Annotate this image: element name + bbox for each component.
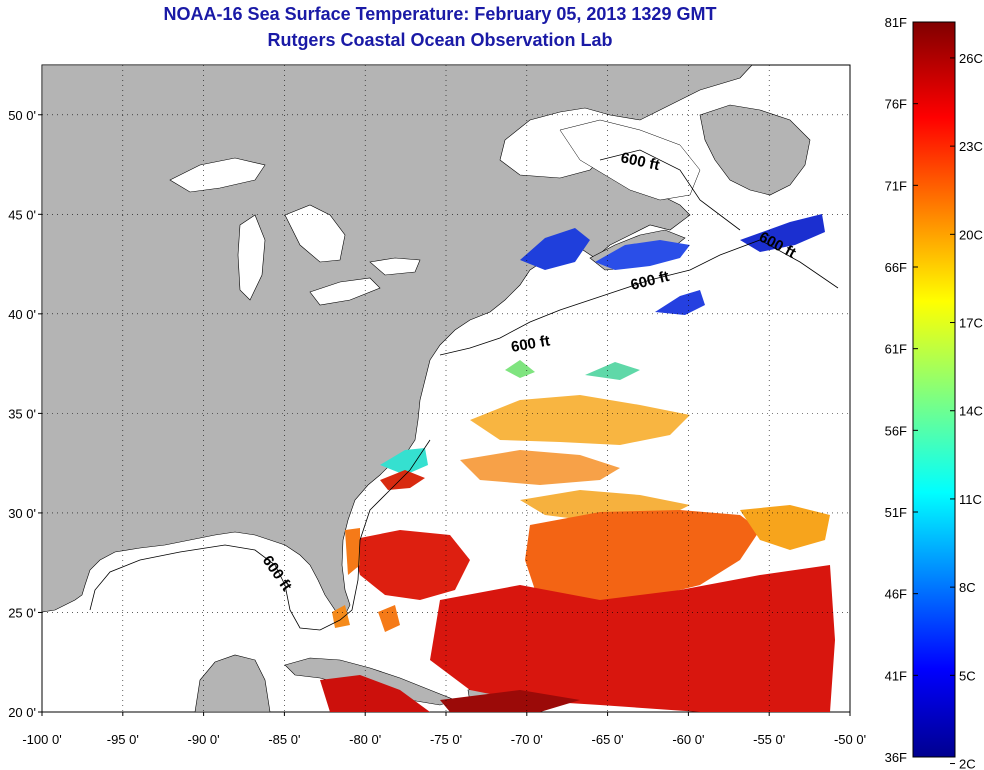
colorbar-gradient [912, 21, 956, 758]
colorbar-f-label: 81F [885, 15, 907, 30]
colorbar-c-label: 11C [959, 492, 982, 507]
colorbar-celsius-labels: 26C 23C 20C 17C 14C 11C 8C 5C 2C [950, 51, 983, 770]
great-lakes [169, 157, 421, 306]
colorbar-c-label: 23C [959, 139, 983, 154]
x-tick-label: -95 0' [107, 732, 139, 747]
y-tick-label: 50 0' [8, 108, 36, 123]
map-subtitle: Rutgers Coastal Ocean Observation Lab [267, 30, 613, 50]
x-tick-label: -85 0' [268, 732, 300, 747]
y-tick-label: 35 0' [8, 406, 36, 421]
colorbar-c-label: 5C [959, 668, 976, 683]
colorbar-f-label: 56F [885, 423, 907, 438]
x-tick-label: -70 0' [511, 732, 543, 747]
colorbar-f-label: 51F [885, 505, 907, 520]
sst-overlay [320, 214, 835, 712]
colorbar-fahrenheit-labels: 81F 76F 71F 66F 61F 56F 51F 46F 41F 36F [885, 15, 918, 765]
colorbar-c-label: 2C [959, 757, 976, 770]
colorbar-f-label: 41F [885, 668, 907, 683]
x-tick-label: -80 0' [349, 732, 381, 747]
y-axis: 20 0' 25 0' 30 0' 35 0' 40 0' 45 0' 50 0' [8, 108, 42, 720]
x-tick-label: -60 0' [672, 732, 704, 747]
x-tick-label: -55 0' [753, 732, 785, 747]
x-tick-label: -90 0' [188, 732, 220, 747]
colorbar-f-label: 76F [885, 97, 907, 112]
colorbar-f-label: 36F [885, 750, 907, 765]
colorbar-f-label: 46F [885, 587, 907, 602]
colorbar-f-label: 71F [885, 178, 907, 193]
x-axis: -100 0' -95 0' -90 0' -85 0' -80 0' -75 0' -70… [22, 712, 866, 747]
colorbar-f-label: 66F [885, 260, 907, 275]
colorbar-c-label: 20C [959, 227, 983, 242]
x-tick-label: -65 0' [592, 732, 624, 747]
colorbar-f-label: 61F [885, 342, 907, 357]
y-tick-label: 45 0' [8, 207, 36, 222]
y-tick-label: 20 0' [8, 705, 36, 720]
colorbar-c-label: 26C [959, 51, 983, 66]
y-tick-label: 30 0' [8, 506, 36, 521]
colorbar-c-label: 8C [959, 580, 976, 595]
x-tick-label: -75 0' [430, 732, 462, 747]
y-tick-label: 25 0' [8, 605, 36, 620]
y-tick-label: 40 0' [8, 307, 36, 322]
x-tick-label: -100 0' [22, 732, 61, 747]
map-title: NOAA-16 Sea Surface Temperature: Februar… [163, 4, 717, 24]
isobath-label: 600 ft [510, 332, 552, 356]
isobath-lines [89, 149, 839, 631]
x-tick-label: -50 0' [834, 732, 866, 747]
colorbar-c-label: 14C [959, 404, 983, 419]
gulf-st-lawrence [559, 119, 701, 201]
colorbar-c-label: 17C [959, 316, 983, 331]
